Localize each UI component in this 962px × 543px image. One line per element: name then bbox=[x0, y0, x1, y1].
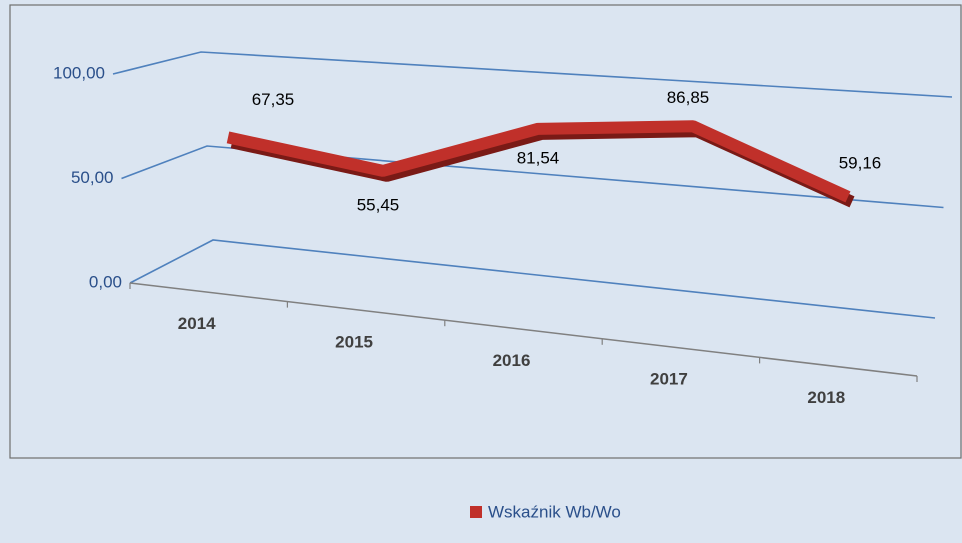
grid-line bbox=[112, 51, 953, 98]
line-series bbox=[226, 120, 851, 203]
grid-line bbox=[129, 239, 936, 319]
data-label: 86,85 bbox=[667, 88, 710, 107]
x-tick-label: 2016 bbox=[493, 351, 531, 370]
data-label: 55,45 bbox=[357, 195, 400, 214]
y-tick-label: 50,00 bbox=[71, 168, 114, 187]
y-tick-label: 0,00 bbox=[89, 272, 122, 291]
x-tick-label: 2014 bbox=[178, 314, 216, 333]
data-label: 81,54 bbox=[517, 148, 560, 167]
x-tick-label: 2015 bbox=[335, 332, 373, 351]
legend-swatch bbox=[470, 506, 482, 518]
x-tick-label: 2017 bbox=[650, 370, 688, 389]
grid-line bbox=[121, 145, 944, 209]
y-tick-label: 100,00 bbox=[53, 63, 105, 82]
data-label: 67,35 bbox=[252, 90, 295, 109]
x-axis bbox=[129, 282, 918, 377]
x-tick-label: 2018 bbox=[807, 388, 845, 407]
data-label: 59,16 bbox=[839, 153, 882, 172]
legend-label: Wskaźnik Wb/Wo bbox=[488, 502, 621, 521]
plot-frame bbox=[9, 4, 962, 459]
